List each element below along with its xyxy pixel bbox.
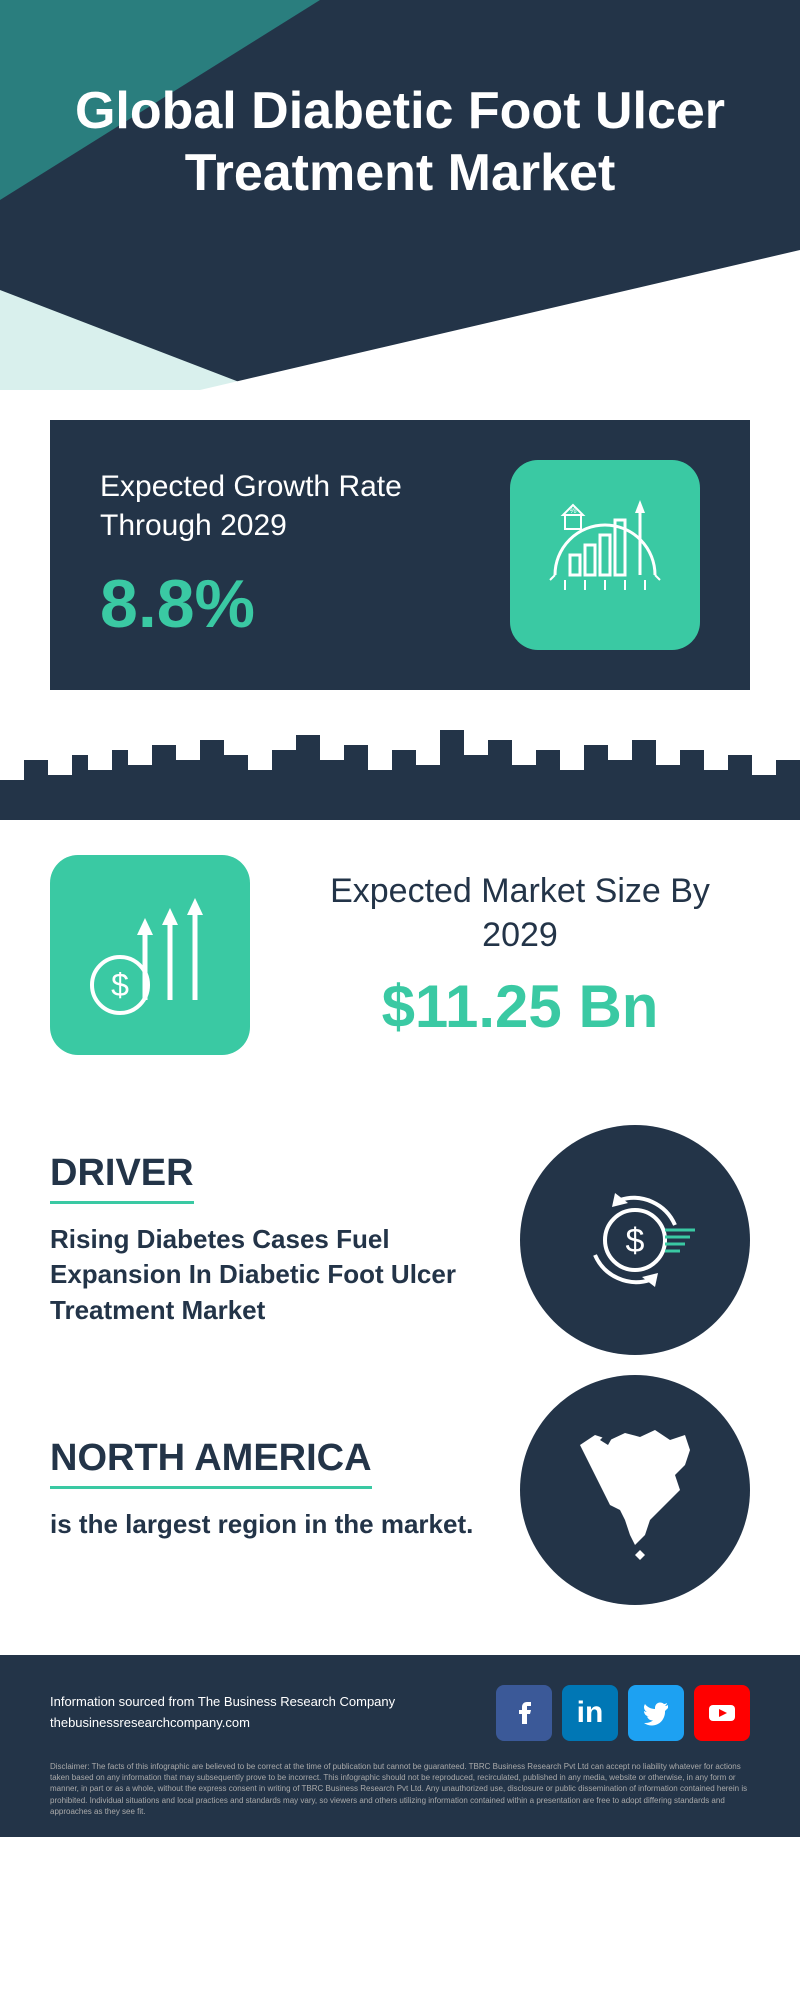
- social-icons: in: [496, 1685, 750, 1741]
- youtube-icon[interactable]: [694, 1685, 750, 1741]
- market-size-value: $11.25 Bn: [290, 972, 750, 1041]
- svg-text:$: $: [626, 1222, 645, 1260]
- growth-section: Expected Growth Rate Through 2029 8.8% %: [50, 420, 750, 690]
- driver-section: DRIVER Rising Diabetes Cases Fuel Expans…: [50, 1125, 750, 1355]
- dollar-cycle-icon: $: [560, 1165, 710, 1315]
- north-america-map-icon: [550, 1405, 720, 1575]
- growth-icon: %: [510, 460, 700, 650]
- growth-label: Expected Growth Rate Through 2029: [100, 467, 510, 545]
- growth-text: Expected Growth Rate Through 2029 8.8%: [100, 467, 510, 643]
- market-size-section: $ Expected Market Size By 2029 $11.25 Bn: [0, 820, 800, 1105]
- header-section: Global Diabetic Foot Ulcer Treatment Mar…: [0, 0, 800, 390]
- linkedin-icon[interactable]: in: [562, 1685, 618, 1741]
- page-title: Global Diabetic Foot Ulcer Treatment Mar…: [0, 80, 800, 205]
- driver-heading: DRIVER: [50, 1152, 194, 1204]
- region-icon: [520, 1375, 750, 1605]
- region-heading: NORTH AMERICA: [50, 1437, 372, 1489]
- market-size-icon: $: [50, 855, 250, 1055]
- header-triangle-br: [200, 250, 800, 390]
- footer-section: Information sourced from The Business Re…: [0, 1655, 800, 1837]
- growth-chart-icon: %: [535, 485, 675, 625]
- facebook-icon[interactable]: [496, 1685, 552, 1741]
- city-skyline: [0, 720, 800, 820]
- region-desc: is the largest region in the market.: [50, 1507, 480, 1542]
- region-text: NORTH AMERICA is the largest region in t…: [50, 1437, 480, 1542]
- source-line-2: thebusinessresearchcompany.com: [50, 1713, 395, 1734]
- disclaimer-text: Disclaimer: The facts of this infographi…: [50, 1761, 750, 1817]
- growth-value: 8.8%: [100, 565, 510, 643]
- footer-source: Information sourced from The Business Re…: [50, 1692, 395, 1734]
- dollar-arrows-icon: $: [75, 880, 225, 1030]
- market-size-text: Expected Market Size By 2029 $11.25 Bn: [290, 869, 750, 1041]
- svg-text:$: $: [111, 967, 129, 1003]
- region-section: NORTH AMERICA is the largest region in t…: [50, 1375, 750, 1605]
- svg-text:%: %: [569, 506, 576, 515]
- driver-text: DRIVER Rising Diabetes Cases Fuel Expans…: [50, 1152, 480, 1327]
- driver-desc: Rising Diabetes Cases Fuel Expansion In …: [50, 1222, 480, 1327]
- footer-top: Information sourced from The Business Re…: [50, 1685, 750, 1741]
- market-size-label: Expected Market Size By 2029: [290, 869, 750, 957]
- driver-icon: $: [520, 1125, 750, 1355]
- twitter-icon[interactable]: [628, 1685, 684, 1741]
- source-line-1: Information sourced from The Business Re…: [50, 1692, 395, 1713]
